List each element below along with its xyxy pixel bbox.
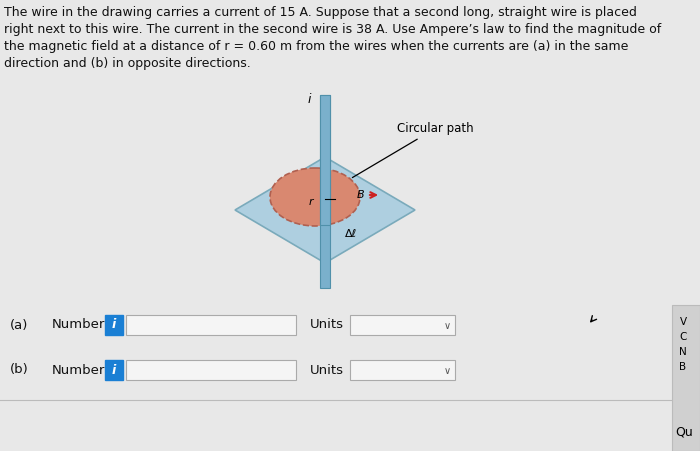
Text: (a): (a) <box>10 318 29 331</box>
FancyBboxPatch shape <box>350 360 455 380</box>
Text: the magnetic field at a distance of r = 0.60 m from the wires when the currents : the magnetic field at a distance of r = … <box>4 40 629 53</box>
Text: (b): (b) <box>10 364 29 377</box>
Text: C: C <box>679 332 687 342</box>
FancyBboxPatch shape <box>350 315 455 335</box>
Text: Units: Units <box>310 318 344 331</box>
FancyBboxPatch shape <box>126 360 296 380</box>
Bar <box>320 95 330 170</box>
Text: ∨: ∨ <box>443 366 451 376</box>
Text: N: N <box>679 347 687 357</box>
Text: right next to this wire. The current in the second wire is 38 A. Use Ampere’s la: right next to this wire. The current in … <box>4 23 662 36</box>
FancyBboxPatch shape <box>126 315 296 335</box>
Bar <box>672 305 700 451</box>
Bar <box>320 95 330 225</box>
FancyBboxPatch shape <box>105 315 123 335</box>
Bar <box>320 223 330 288</box>
Text: i: i <box>307 93 311 106</box>
Text: i: i <box>112 318 116 331</box>
Text: ∨: ∨ <box>443 321 451 331</box>
Text: r: r <box>309 197 314 207</box>
Text: Qu: Qu <box>675 425 693 438</box>
Text: Units: Units <box>310 364 344 377</box>
Text: Number: Number <box>52 318 106 331</box>
Text: Circular path: Circular path <box>352 122 474 178</box>
Text: B: B <box>356 190 364 200</box>
Text: i: i <box>112 364 116 377</box>
Bar <box>320 170 330 223</box>
Ellipse shape <box>270 168 360 226</box>
Text: B: B <box>680 362 687 372</box>
Polygon shape <box>235 157 415 263</box>
Text: direction and (b) in opposite directions.: direction and (b) in opposite directions… <box>4 57 251 70</box>
FancyBboxPatch shape <box>105 360 123 380</box>
Text: Number: Number <box>52 364 106 377</box>
Text: Δℓ: Δℓ <box>345 229 357 239</box>
Text: The wire in the drawing carries a current of 15 A. Suppose that a second long, s: The wire in the drawing carries a curren… <box>4 6 637 19</box>
Text: V: V <box>680 317 687 327</box>
